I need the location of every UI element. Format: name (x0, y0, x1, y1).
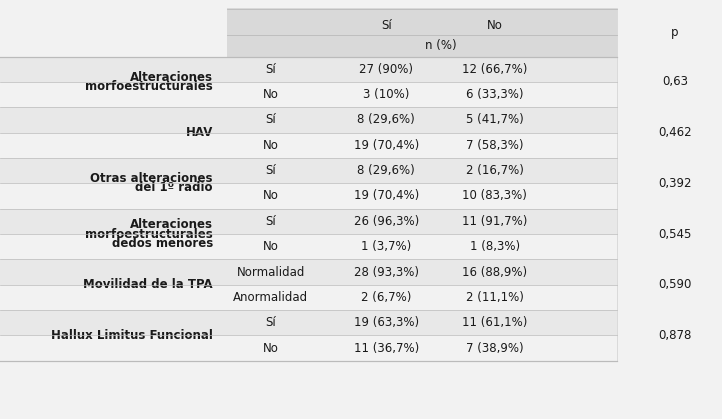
Text: Otras alteraciones: Otras alteraciones (90, 172, 213, 185)
Bar (0, 57, 617, 82)
Text: No: No (487, 19, 503, 32)
Bar (0, 158, 617, 184)
Text: No: No (263, 189, 279, 202)
Text: 5 (41,7%): 5 (41,7%) (466, 114, 523, 127)
Text: dedos menores: dedos menores (112, 237, 213, 250)
Text: Anormalidad: Anormalidad (233, 291, 308, 304)
Text: 19 (63,3%): 19 (63,3%) (354, 316, 419, 329)
Text: 27 (90%): 27 (90%) (360, 63, 413, 76)
Text: Sí: Sí (266, 164, 276, 177)
Text: 0,545: 0,545 (658, 228, 692, 241)
Text: n (%): n (%) (425, 39, 456, 52)
Text: 1 (3,7%): 1 (3,7%) (361, 240, 412, 253)
Text: Normalidad: Normalidad (237, 266, 305, 279)
Text: Alteraciones: Alteraciones (130, 218, 213, 231)
Text: 2 (16,7%): 2 (16,7%) (466, 164, 523, 177)
Text: 11 (91,7%): 11 (91,7%) (462, 215, 527, 228)
Bar (0, 259, 617, 285)
Text: Alteraciones: Alteraciones (130, 71, 213, 84)
Text: No: No (263, 88, 279, 101)
Bar (0, 335, 617, 361)
Text: 28 (93,3%): 28 (93,3%) (354, 266, 419, 279)
Text: 7 (58,3%): 7 (58,3%) (466, 139, 523, 152)
Bar (227, 8, 617, 57)
Text: 0,63: 0,63 (662, 75, 688, 88)
Text: 12 (66,7%): 12 (66,7%) (462, 63, 527, 76)
Text: p: p (671, 26, 679, 39)
Text: No: No (263, 341, 279, 354)
Text: HAV: HAV (186, 126, 213, 139)
Text: 2 (11,1%): 2 (11,1%) (466, 291, 523, 304)
Text: del 1º radio: del 1º radio (136, 181, 213, 194)
Text: 0,462: 0,462 (658, 126, 692, 139)
Text: Sí: Sí (266, 114, 276, 127)
Text: morfoestructurales: morfoestructurales (85, 228, 213, 241)
Text: Sí: Sí (266, 215, 276, 228)
Text: 10 (83,3%): 10 (83,3%) (462, 189, 527, 202)
Bar (0, 107, 617, 133)
Bar (0, 234, 617, 259)
Text: 2 (6,7%): 2 (6,7%) (361, 291, 412, 304)
Bar (0, 8, 617, 57)
Text: 7 (38,9%): 7 (38,9%) (466, 341, 523, 354)
Text: 0,878: 0,878 (658, 329, 692, 342)
Text: Hallux Limitus Funcional: Hallux Limitus Funcional (51, 329, 213, 342)
Text: No: No (263, 139, 279, 152)
Text: 11 (36,7%): 11 (36,7%) (354, 341, 419, 354)
Text: Sí: Sí (266, 316, 276, 329)
Text: 1 (8,3%): 1 (8,3%) (469, 240, 520, 253)
Text: No: No (263, 240, 279, 253)
Text: 8 (29,6%): 8 (29,6%) (357, 114, 415, 127)
Text: 8 (29,6%): 8 (29,6%) (357, 164, 415, 177)
Text: 19 (70,4%): 19 (70,4%) (354, 189, 419, 202)
Text: Sí: Sí (381, 19, 391, 32)
Text: 16 (88,9%): 16 (88,9%) (462, 266, 527, 279)
Text: Sí: Sí (266, 63, 276, 76)
Bar (0, 133, 617, 158)
Text: 19 (70,4%): 19 (70,4%) (354, 139, 419, 152)
Bar (0, 285, 617, 310)
Text: Movilidad de la TPA: Movilidad de la TPA (83, 278, 213, 291)
Text: 3 (10%): 3 (10%) (363, 88, 409, 101)
Bar (0, 310, 617, 335)
Bar (0, 82, 617, 107)
Text: 26 (96,3%): 26 (96,3%) (354, 215, 419, 228)
Text: 6 (33,3%): 6 (33,3%) (466, 88, 523, 101)
Text: 0,590: 0,590 (658, 278, 692, 291)
Bar (0, 209, 617, 234)
Text: morfoestructurales: morfoestructurales (85, 80, 213, 93)
Bar (0, 184, 617, 209)
Text: 11 (61,1%): 11 (61,1%) (462, 316, 527, 329)
Text: 0,392: 0,392 (658, 177, 692, 190)
